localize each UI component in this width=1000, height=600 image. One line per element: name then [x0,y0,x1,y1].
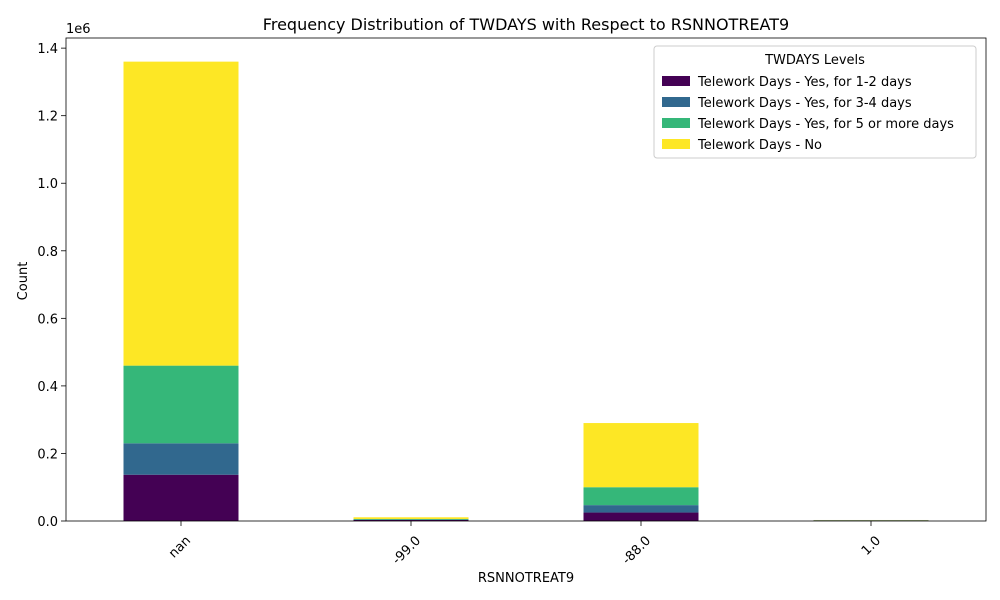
legend-entry: Telework Days - Yes, for 3-4 days [697,96,912,111]
bar-segment-0-1 [123,443,239,475]
y-tick-label: 1.2 [37,110,58,125]
legend-title: TWDAYS Levels [764,53,865,68]
legend-swatch [662,118,690,128]
y-tick-label: 0.0 [37,515,58,530]
legend-swatch [662,76,690,86]
legend: TWDAYS Levels Telework Days - Yes, for 1-… [653,45,977,159]
bar-segment-0-0 [123,474,239,521]
y-tick-label: 0.6 [37,312,58,327]
legend-box [653,45,977,159]
y-axis-offset-label: 1e6 [66,22,91,37]
legend-swatch [662,97,690,107]
legend-entry: Telework Days - Yes, for 5 or more days [697,117,954,132]
x-tick-label: 1.0 [859,533,884,558]
y-axis-label: Count [16,262,31,301]
y-tick-label: 0.4 [37,380,58,395]
y-tick-label: 1.4 [37,42,58,57]
bar-segment-2-3 [583,423,699,488]
legend-swatch [662,139,690,149]
bar-segment-0-3 [123,61,239,366]
bar-segment-1-2 [353,518,469,520]
x-tick-label: -99.0 [390,533,424,567]
bar-segment-2-0 [583,512,699,521]
x-tick-label: -88.0 [620,533,654,567]
bar-segment-2-1 [583,505,699,513]
x-axis-label: RSNNOTREAT9 [478,571,574,586]
bar-segment-2-2 [583,487,699,506]
legend-entry: Telework Days - No [697,138,822,153]
bar-segment-1-0 [353,519,469,521]
plot-frame [65,37,987,522]
chart-title: Frequency Distribution of TWDAYS with Re… [263,15,789,34]
bar-segment-1-3 [353,517,469,519]
y-tick-label: 1.0 [37,177,58,192]
y-tick-label: 0.8 [37,245,58,260]
x-tick-label: nan [166,533,194,561]
plot-area: nan -99.0 -88.0 1.0 0.0 0.2 0.4 0.6 0.8 1.0 1.2 1.4 [37,37,987,568]
y-tick-label: 0.2 [37,447,58,462]
bar-segment-0-2 [123,365,239,444]
legend-entry: Telework Days - Yes, for 1-2 days [697,75,912,90]
